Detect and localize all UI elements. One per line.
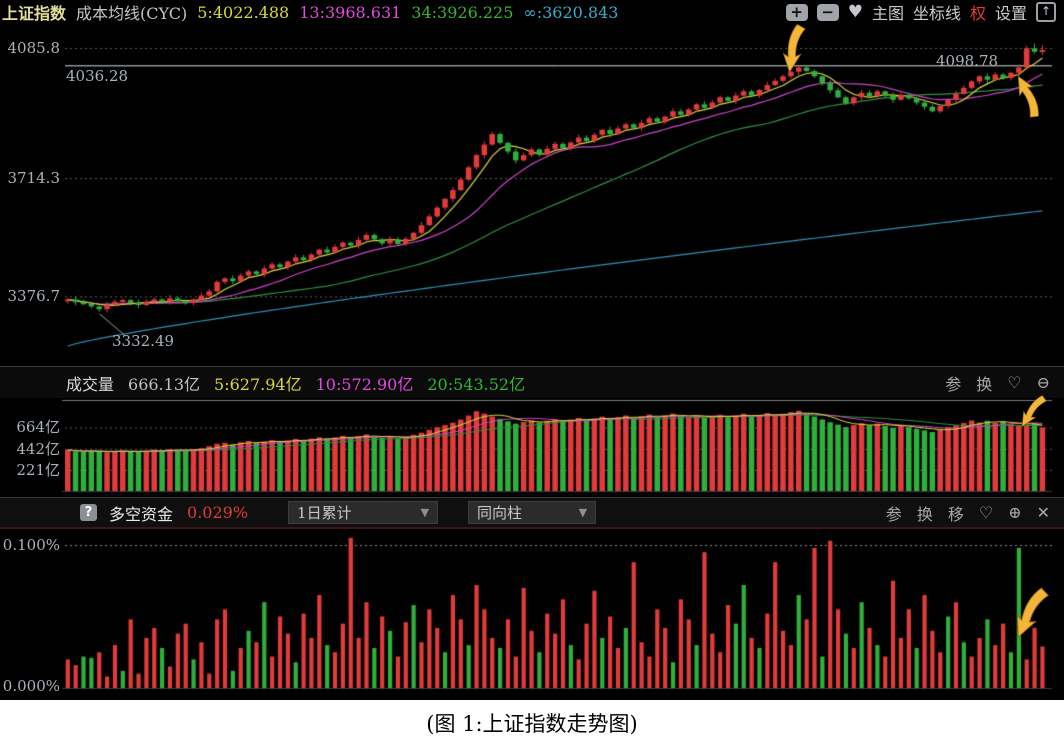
volume-zoom-out-icon[interactable]: ⊖ bbox=[1036, 373, 1050, 392]
volume-tick-442: 442亿 bbox=[16, 440, 60, 458]
volume-header: 成交量 666.13亿 5:627.94亿 10:572.90亿 20:543.… bbox=[0, 366, 1064, 398]
funds-close-icon[interactable]: ✕ bbox=[1036, 503, 1050, 522]
rights-adjust-menu[interactable]: 权 bbox=[969, 4, 986, 23]
zoom-in-button[interactable]: + bbox=[785, 3, 808, 21]
volume-ma5: 5:627.94亿 bbox=[214, 374, 302, 394]
price-tick-4085: 4085.8 bbox=[7, 39, 61, 57]
favorite-icon[interactable]: ♥ bbox=[847, 1, 863, 22]
annotation-arrow-latest-high bbox=[1017, 75, 1039, 118]
peak-line-label: 4036.28 bbox=[66, 67, 129, 85]
funds-current: 0.029% bbox=[187, 503, 249, 522]
zoom-out-button[interactable]: − bbox=[816, 3, 839, 21]
funds-zoom-in-icon[interactable]: ⊕ bbox=[1008, 503, 1022, 522]
chevron-down-icon: ▼ bbox=[420, 506, 430, 519]
cyc13-value: 13:3968.631 bbox=[299, 2, 402, 22]
volume-tick-221: 221亿 bbox=[16, 461, 60, 479]
price-tick-3714: 3714.3 bbox=[7, 169, 61, 187]
funds-switch-button[interactable]: 换 bbox=[916, 504, 933, 524]
figure-caption: (图 1:上证指数走势图) bbox=[426, 712, 638, 736]
annotation-arrow-peak bbox=[782, 23, 806, 74]
cyc34-value: 34:3926.225 bbox=[411, 2, 514, 22]
volume-title: 成交量 bbox=[66, 374, 115, 394]
volume-param-button[interactable]: 参 bbox=[945, 374, 962, 394]
help-icon[interactable]: ? bbox=[80, 504, 97, 521]
export-icon[interactable]: ↑ bbox=[1036, 2, 1056, 22]
funds-move-button[interactable]: 移 bbox=[947, 504, 964, 524]
funds-title: 多空资金 bbox=[109, 504, 174, 524]
funds-favorite-icon[interactable]: ♡ bbox=[978, 503, 994, 522]
symbol-name[interactable]: 上证指数 bbox=[2, 4, 67, 23]
latest-high-label: 4098.78 bbox=[936, 52, 999, 70]
period-dropdown[interactable]: 1日累计 ▼ bbox=[288, 501, 439, 524]
funds-header: ? 多空资金 0.029% 1日累计 ▼ 同向柱 ▼ 参 换 移 ♡ ⊕ ✕ bbox=[0, 497, 1064, 529]
style-dropdown-value: 同向柱 bbox=[477, 504, 523, 522]
style-dropdown[interactable]: 同向柱 ▼ bbox=[468, 501, 597, 524]
indicator-name[interactable]: 成本均线(CYC) bbox=[76, 4, 188, 23]
funds-param-button[interactable]: 参 bbox=[885, 504, 902, 524]
top-toolbar: + − ♥ 主图 坐标线 权 设置 ↑ bbox=[785, 0, 1064, 24]
volume-switch-button[interactable]: 换 bbox=[976, 374, 993, 394]
price-tick-3376: 3376.7 bbox=[7, 287, 61, 305]
funds-toolbar: 参 换 移 ♡ ⊕ ✕ bbox=[886, 501, 1064, 525]
marked-low-label: 3332.49 bbox=[112, 332, 175, 350]
volume-toolbar: 参 换 ♡ ⊖ bbox=[945, 371, 1064, 395]
funds-tick-0000: 0.000% bbox=[2, 677, 60, 695]
annotation-arrow-funds bbox=[1016, 587, 1050, 639]
funds-tick-0100: 0.100% bbox=[2, 536, 60, 554]
volume-tick-664: 664亿 bbox=[16, 418, 60, 436]
axis-lines-menu[interactable]: 坐标线 bbox=[912, 4, 961, 23]
main-chart-menu[interactable]: 主图 bbox=[871, 4, 904, 23]
cyc5-value: 5:4022.488 bbox=[197, 2, 290, 22]
annotation-arrow-volume bbox=[1021, 395, 1047, 427]
chart-canvas[interactable] bbox=[0, 0, 1064, 700]
volume-favorite-icon[interactable]: ♡ bbox=[1007, 373, 1022, 392]
chevron-down-icon: ▼ bbox=[578, 506, 588, 519]
cyc-inf-value: ∞:3620.843 bbox=[523, 2, 619, 22]
top-header: 上证指数 成本均线(CYC) 5:4022.488 13:3968.631 34… bbox=[0, 0, 1064, 24]
volume-ma10: 10:572.90亿 bbox=[315, 374, 414, 394]
period-dropdown-value: 1日累计 bbox=[297, 504, 352, 522]
volume-ma20: 20:543.52亿 bbox=[427, 374, 526, 394]
volume-current: 666.13亿 bbox=[128, 374, 201, 394]
settings-menu[interactable]: 设置 bbox=[994, 4, 1027, 23]
figure-caption-bar: (图 1:上证指数走势图) bbox=[0, 700, 1064, 746]
